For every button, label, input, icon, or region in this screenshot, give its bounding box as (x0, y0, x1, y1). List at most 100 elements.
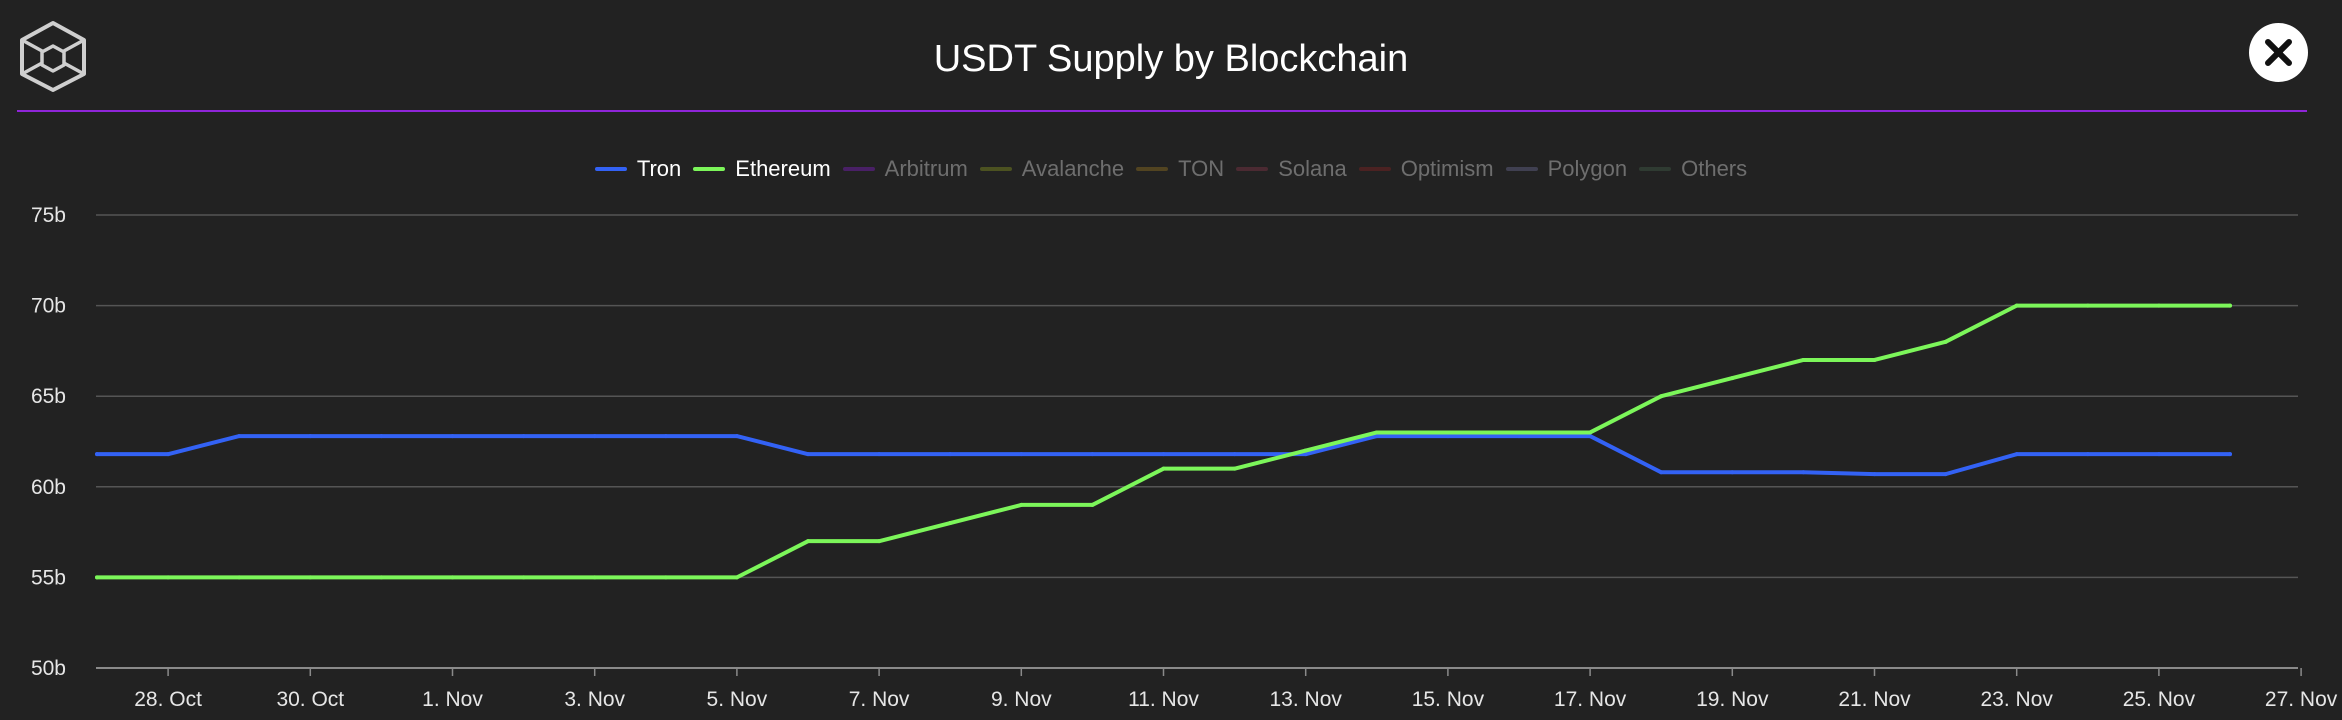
data-point-tron (1517, 434, 1521, 439)
chart-title: USDT Supply by Blockchain (933, 38, 1409, 80)
legend-label: Optimism (1400, 156, 1494, 181)
chart-header: USDT Supply by Blockchain (0, 0, 2342, 112)
data-point-tron (948, 452, 953, 457)
y-tick-label: 75b (31, 204, 66, 227)
data-point-ethereum (521, 575, 526, 580)
legend-label: Ethereum (735, 156, 831, 181)
data-point-ethereum (592, 575, 597, 580)
data-point-tron (806, 452, 810, 457)
data-point-tron (1232, 452, 1237, 457)
data-point-tron (592, 434, 597, 439)
x-tick-label: 19. Nov (1696, 688, 1769, 711)
data-point-ethereum (1303, 448, 1308, 453)
legend-swatch (979, 167, 1012, 171)
data-point-tron (2156, 452, 2161, 457)
data-point-tron (1730, 470, 1735, 475)
data-point-ethereum (1090, 502, 1095, 507)
data-point-tron (95, 452, 99, 457)
data-point-tron (1161, 452, 1166, 457)
data-point-ethereum (237, 575, 242, 580)
x-tick-label: 1. Nov (422, 688, 483, 711)
data-point-tron (1588, 434, 1593, 439)
data-point-ethereum (1588, 430, 1593, 435)
legend-swatch (1639, 167, 1672, 171)
data-point-tron (1872, 472, 1877, 477)
legend-item-solana[interactable]: Solana (1236, 156, 1347, 182)
legend-item-avalanche[interactable]: Avalanche (979, 156, 1125, 182)
x-tick-label: 11. Nov (1128, 688, 1199, 711)
legend-item-optimism[interactable]: Optimism (1358, 156, 1494, 182)
data-point-tron (877, 452, 882, 457)
data-point-ethereum (734, 575, 739, 580)
close-icon (2265, 39, 2292, 66)
data-point-ethereum (1445, 430, 1450, 435)
cube-logo-icon (18, 20, 88, 92)
data-point-ethereum (1943, 339, 1948, 344)
series-line-ethereum (95, 303, 2232, 580)
data-point-ethereum (948, 521, 953, 526)
y-tick-label: 55b (31, 566, 66, 589)
x-tick-label: 9. Nov (991, 688, 1052, 711)
data-point-tron (1019, 452, 1024, 457)
data-point-ethereum (663, 575, 668, 580)
data-point-ethereum (1374, 430, 1379, 435)
data-point-tron (1090, 452, 1095, 457)
data-point-tron (2014, 452, 2019, 457)
data-point-ethereum (1019, 502, 1024, 507)
data-point-tron (2085, 452, 2090, 457)
legend-swatch (1236, 167, 1269, 171)
x-tick-label: 7. Nov (849, 688, 910, 711)
legend-swatch (1358, 167, 1391, 171)
legend-swatch (693, 167, 726, 171)
data-point-tron (237, 434, 242, 439)
data-point-tron (166, 452, 171, 457)
data-point-tron (1659, 470, 1664, 475)
data-point-ethereum (450, 575, 455, 580)
data-point-ethereum (1730, 376, 1735, 381)
close-button[interactable] (2249, 23, 2308, 82)
legend-swatch (1136, 167, 1169, 171)
chart-legend: Tron Ethereum Arbitrum Avalanche TON Solana Op… (0, 150, 2342, 188)
data-point-tron (521, 434, 526, 439)
data-point-ethereum (95, 575, 99, 580)
data-point-ethereum (379, 575, 384, 580)
legend-item-ton[interactable]: TON (1136, 156, 1224, 182)
header-divider (17, 110, 2307, 112)
x-tick-label: 30. Oct (276, 688, 344, 711)
data-point-ethereum (1659, 394, 1664, 399)
data-point-tron (1303, 452, 1308, 457)
x-tick-label: 27. Nov (2265, 688, 2338, 711)
data-point-tron (663, 434, 668, 439)
legend-label: Polygon (1547, 156, 1628, 181)
data-point-ethereum (308, 575, 313, 580)
legend-label: TON (1178, 156, 1225, 181)
legend-label: Avalanche (1021, 156, 1125, 181)
data-point-tron (379, 434, 384, 439)
x-tick-label: 17. Nov (1554, 688, 1627, 711)
legend-item-others[interactable]: Others (1639, 156, 1747, 182)
y-tick-label: 65b (31, 385, 66, 408)
data-point-ethereum (1161, 466, 1166, 471)
data-point-ethereum (2014, 303, 2019, 308)
legend-swatch (1505, 167, 1538, 171)
data-point-ethereum (2156, 303, 2161, 308)
data-point-ethereum (166, 575, 171, 580)
data-point-tron (734, 434, 739, 439)
data-point-ethereum (806, 539, 810, 544)
data-point-tron (308, 434, 313, 439)
data-point-ethereum (1801, 357, 1806, 362)
legend-item-ethereum[interactable]: Ethereum (693, 156, 831, 182)
data-point-tron (1445, 434, 1450, 439)
x-tick-label: 23. Nov (1981, 688, 2054, 711)
data-point-tron (1943, 472, 1948, 477)
x-tick-label: 28. Oct (134, 688, 202, 711)
legend-swatch (842, 167, 875, 171)
x-tick-label: 13. Nov (1270, 688, 1343, 711)
x-tick-label: 25. Nov (2123, 688, 2196, 711)
legend-item-arbitrum[interactable]: Arbitrum (842, 156, 968, 182)
legend-swatch (594, 167, 627, 171)
x-tick-label: 21. Nov (1838, 688, 1911, 711)
legend-item-polygon[interactable]: Polygon (1505, 156, 1628, 182)
legend-item-tron[interactable]: Tron (594, 156, 681, 182)
